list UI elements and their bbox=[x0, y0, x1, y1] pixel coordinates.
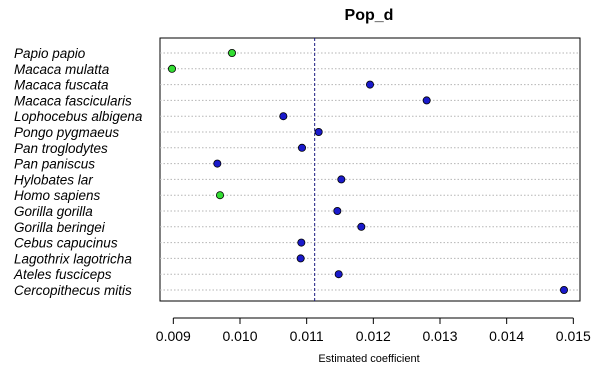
category-label: Hylobates lar bbox=[14, 172, 93, 187]
x-tick-label: 0.011 bbox=[290, 328, 324, 344]
grid-lines bbox=[160, 52, 580, 291]
data-point bbox=[560, 285, 569, 294]
data-point bbox=[167, 64, 176, 73]
category-label: Macaca fascicularis bbox=[14, 93, 132, 108]
x-tick-label: 0.012 bbox=[356, 328, 391, 344]
category-label: Papio papio bbox=[14, 46, 86, 61]
data-point bbox=[333, 206, 342, 215]
chart-title: Pop_d bbox=[345, 7, 394, 24]
category-label: Cebus capucinus bbox=[14, 236, 118, 251]
category-label: Cercopithecus mitis bbox=[14, 283, 132, 298]
data-point bbox=[279, 112, 288, 121]
data-point bbox=[297, 238, 306, 247]
data-point bbox=[314, 127, 323, 136]
plot-frame bbox=[159, 37, 581, 302]
category-label: Gorilla beringei bbox=[14, 220, 106, 235]
data-point bbox=[422, 96, 431, 105]
x-tick-label: 0.013 bbox=[422, 328, 457, 344]
data-point bbox=[297, 143, 306, 152]
x-tick-label: 0.015 bbox=[556, 328, 591, 344]
category-label: Gorilla gorilla bbox=[14, 204, 93, 219]
category-label: Ateles fusciceps bbox=[13, 267, 112, 282]
category-label: Pan troglodytes bbox=[14, 141, 108, 156]
data-points bbox=[167, 49, 569, 294]
data-point bbox=[296, 254, 305, 263]
data-point bbox=[365, 80, 374, 89]
category-label: Macaca fuscata bbox=[14, 78, 109, 93]
x-tick-label: 0.010 bbox=[222, 328, 257, 344]
data-point bbox=[227, 49, 236, 58]
x-tick-label: 0.009 bbox=[156, 328, 191, 344]
data-point bbox=[213, 159, 222, 168]
category-label: Homo sapiens bbox=[14, 188, 101, 203]
data-point bbox=[357, 222, 366, 231]
category-label: Macaca mulatta bbox=[14, 62, 110, 77]
category-label: Pan paniscus bbox=[14, 157, 95, 172]
x-tick-label: 0.014 bbox=[489, 328, 524, 344]
x-axis-label: Estimated coefficient bbox=[318, 353, 419, 365]
x-axis: 0.009 0.010 0.011 0.012 0.013 0.014 0.015 bbox=[156, 317, 591, 344]
data-point bbox=[334, 270, 343, 279]
data-point bbox=[337, 175, 346, 184]
data-point bbox=[215, 191, 224, 200]
category-label: Lagothrix lagotricha bbox=[14, 251, 132, 266]
category-label: Lophocebus albigena bbox=[14, 109, 143, 124]
category-label: Pongo pygmaeus bbox=[14, 125, 119, 140]
